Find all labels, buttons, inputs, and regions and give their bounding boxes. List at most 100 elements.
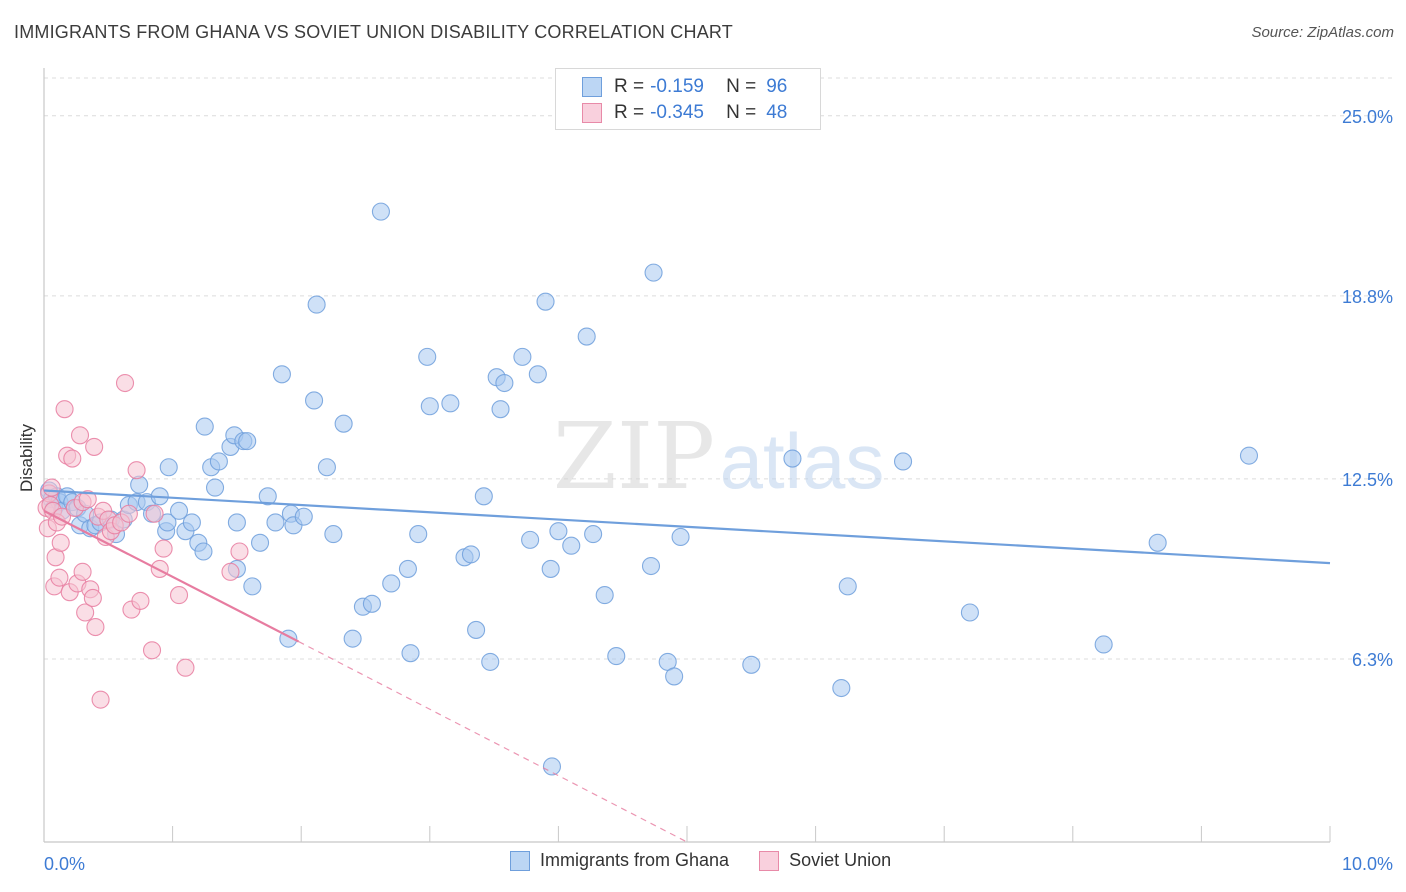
soviet-point [221, 562, 240, 581]
ghana-point [742, 655, 761, 674]
watermark-atlas: atlas [720, 417, 885, 505]
ghana-point [595, 586, 614, 605]
chart-title: IMMIGRANTS FROM GHANA VS SOVIET UNION DI… [14, 22, 733, 42]
n-value: 96 [766, 76, 788, 97]
soviet-point [70, 426, 90, 445]
legend-label-soviet: Soviet Union [789, 850, 892, 870]
ghana-point [1094, 635, 1113, 654]
legend-item-ghana: Immigrants from Ghana [510, 850, 729, 871]
x-tick-label: 0.0% [44, 854, 85, 874]
n-label: N = [726, 76, 757, 97]
ghana-point [665, 667, 684, 686]
soviet-point [230, 542, 249, 561]
ghana-point [607, 647, 626, 666]
ghana-point [893, 452, 913, 471]
ghana-point [272, 365, 291, 384]
r-value: -0.345 [650, 102, 704, 123]
ghana-point [521, 530, 540, 549]
soviet-point [63, 449, 82, 468]
ghana-point [305, 391, 324, 410]
ghana-point [401, 644, 420, 663]
soviet-point [51, 533, 70, 552]
ghana-point [562, 536, 581, 555]
soviet-point [142, 641, 162, 660]
ghana-point [536, 292, 555, 311]
trend-lines [43, 489, 1331, 843]
soviet-point [115, 373, 135, 393]
ghana-point [266, 513, 285, 532]
ghana-point [238, 432, 257, 451]
ghana-point [409, 525, 428, 544]
ghana-point [495, 373, 514, 393]
ghana-point [838, 577, 857, 596]
ghana-swatch [582, 77, 602, 97]
ghana-point [491, 400, 510, 419]
ghana-point [644, 263, 663, 282]
legend-label-ghana: Immigrants from Ghana [540, 850, 730, 870]
ghana-point [334, 414, 353, 433]
soviet-point [127, 461, 146, 480]
ghana-point [398, 559, 417, 578]
ghana-point [467, 620, 486, 639]
ghana-point [250, 533, 270, 552]
ghana-point [371, 202, 390, 221]
r-label: R = [614, 102, 645, 123]
ghana-point [1148, 533, 1167, 552]
ghana-point [542, 757, 562, 776]
ghana-point [294, 507, 313, 526]
ghana-point [182, 513, 201, 532]
ghana-point [584, 525, 603, 544]
n-value: 48 [766, 102, 788, 123]
soviet-point [76, 603, 95, 622]
data-points [37, 202, 1259, 776]
ghana-point [960, 603, 979, 622]
ghana-point [382, 574, 401, 593]
ghana-point [343, 629, 362, 648]
ghana-point [324, 525, 343, 544]
soviet-point [176, 658, 195, 677]
x-tick-label: 10.0% [1342, 854, 1393, 874]
y-tick-label: 18.8% [1342, 287, 1393, 307]
ghana-point [158, 513, 177, 532]
soviet-point [86, 617, 105, 637]
ghana-point [258, 487, 277, 506]
ghana-point [783, 449, 802, 468]
source-label: Source: ZipAtlas.com [1251, 24, 1394, 41]
legend-swatch-ghana [510, 850, 530, 871]
ghana-point [420, 397, 439, 416]
ghana-point [461, 545, 481, 564]
r-label: R = [614, 76, 645, 97]
tick-labels: 6.3% 12.5% 18.8% 25.0% 0.0% 10.0% [44, 107, 1393, 874]
soviet-point [42, 478, 61, 497]
n-label: N = [726, 102, 757, 123]
ghana-point [832, 678, 851, 698]
ghana-point [243, 577, 262, 596]
ghana-point [549, 522, 568, 541]
ghana-point [307, 295, 326, 314]
ghana-point [194, 542, 213, 561]
y-tick-label: 6.3% [1352, 650, 1393, 670]
watermark: ZIP atlas [553, 403, 884, 510]
stats-row-soviet: R = -0.345 N = 48 [582, 100, 787, 126]
ghana-point [362, 594, 381, 613]
soviet-point [131, 591, 150, 610]
soviet-point [91, 690, 110, 709]
ghana-point [474, 487, 493, 506]
ghana-trend-line [43, 489, 1331, 565]
ghana-point [205, 478, 225, 497]
soviet-point [78, 490, 97, 509]
y-tick-label: 12.5% [1342, 470, 1393, 490]
soviet-point [154, 539, 173, 558]
soviet-swatch [582, 103, 602, 123]
ghana-point [169, 501, 189, 520]
grid-lines [44, 77, 1395, 660]
ghana-point [671, 527, 690, 547]
soviet-point [145, 504, 164, 523]
soviet-point [50, 568, 69, 587]
soviet-trend-line [43, 509, 300, 643]
soviet-point [169, 586, 189, 605]
stats-row-ghana: R = -0.159 N = 96 [582, 74, 787, 100]
soviet-point [83, 588, 102, 608]
ghana-point [641, 556, 661, 576]
